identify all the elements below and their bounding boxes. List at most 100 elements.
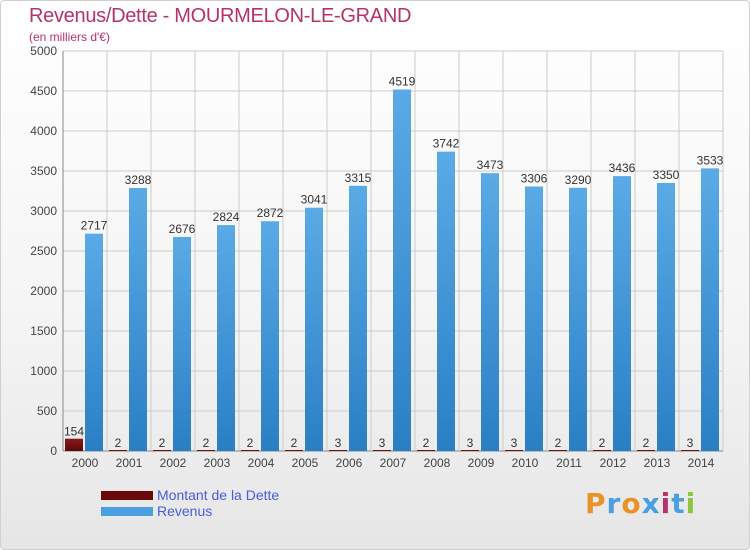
bar-debt	[329, 450, 347, 451]
bar-revenus	[261, 221, 279, 451]
logo-letter: t	[671, 487, 686, 520]
y-tick-label: 1000	[30, 364, 57, 378]
data-labels: 154 2717 2 3288 2 2676 2 2824 2 2872 2 3041 3 3315 3 45…	[64, 74, 724, 450]
logo-letter: i	[660, 487, 672, 520]
x-tick-label: 2011	[556, 456, 582, 470]
y-tick-label: 1500	[30, 324, 57, 338]
bar-revenus	[569, 187, 587, 452]
bar-debt	[153, 450, 171, 451]
bar-revenus	[701, 168, 719, 452]
bar-debt	[109, 450, 127, 451]
data-label-debt: 3	[687, 436, 694, 450]
bar-debt	[461, 450, 479, 451]
data-label-debt: 2	[159, 436, 166, 450]
bar-debt	[593, 450, 611, 451]
y-tick-label: 500	[37, 404, 57, 418]
y-tick-label: 4000	[30, 124, 57, 138]
data-label-revenus: 3290	[565, 173, 592, 187]
bar-debt	[417, 450, 435, 451]
data-label-debt: 3	[335, 436, 342, 450]
legend-label-revenus: Revenus	[157, 503, 213, 519]
proxiti-logo: Proxiti	[585, 487, 696, 520]
bar-debt	[549, 450, 567, 451]
legend-label-debt: Montant de la Dette	[157, 487, 280, 503]
data-label-debt: 3	[467, 436, 474, 450]
y-tick-label: 3000	[30, 204, 57, 218]
x-tick-label: 2014	[688, 456, 715, 470]
data-label-debt: 3	[379, 436, 386, 450]
x-tick-label: 2005	[292, 456, 319, 470]
data-label-revenus: 3350	[653, 168, 680, 182]
x-tick-label: 2000	[72, 456, 99, 470]
bar-revenus	[613, 176, 631, 451]
legend: Montant de la Dette Revenus	[101, 487, 279, 519]
bar-debt	[373, 450, 391, 451]
data-label-revenus: 3436	[609, 161, 636, 175]
data-label-revenus: 2824	[213, 210, 240, 224]
y-tick-label: 2000	[30, 284, 57, 298]
data-label-revenus: 4519	[389, 74, 416, 88]
chart-title: Revenus/Dette - MOURMELON-LE-GRAND	[29, 5, 412, 27]
bar-debt	[285, 450, 303, 451]
x-tick-label: 2003	[204, 456, 231, 470]
legend-item-revenus: Revenus	[101, 503, 279, 519]
data-label-revenus: 2717	[81, 219, 108, 233]
legend-swatch-revenus	[101, 506, 153, 516]
data-label-debt: 2	[247, 436, 254, 450]
x-tick-label: 2012	[600, 456, 627, 470]
bar-debt	[197, 450, 215, 451]
bar-revenus	[481, 173, 499, 451]
data-label-revenus: 3473	[477, 158, 504, 172]
x-tick-label: 2004	[248, 456, 275, 470]
data-label-revenus: 3288	[125, 173, 152, 187]
data-label-debt: 2	[643, 436, 650, 450]
x-tick-label: 2001	[116, 456, 143, 470]
x-tick-label: 2008	[424, 456, 451, 470]
bars	[65, 89, 719, 452]
bar-revenus	[393, 89, 411, 451]
x-tick-label: 2010	[512, 456, 539, 470]
logo-letter: r	[606, 487, 622, 520]
y-tick-label: 2500	[30, 244, 57, 258]
data-label-revenus: 3533	[697, 153, 724, 167]
bar-revenus	[129, 187, 147, 451]
data-label-revenus: 3041	[301, 193, 328, 207]
legend-swatch-debt	[101, 490, 153, 500]
x-tick-label: 2013	[644, 456, 671, 470]
data-label-revenus: 3306	[521, 172, 548, 186]
bar-revenus	[437, 151, 455, 451]
data-label-revenus: 2676	[169, 222, 196, 236]
data-label-debt: 2	[599, 436, 606, 450]
bar-debt	[681, 450, 699, 451]
data-label-debt: 2	[291, 436, 298, 450]
y-tick-label: 4500	[30, 84, 57, 98]
data-label-revenus: 3742	[433, 137, 460, 151]
data-label-debt: 3	[511, 436, 518, 450]
x-tick-label: 2009	[468, 456, 495, 470]
x-tick-label: 2006	[336, 456, 363, 470]
x-tick-label: 2007	[380, 456, 407, 470]
data-label-debt: 2	[203, 436, 210, 450]
logo-letter: i	[685, 487, 697, 520]
bar-revenus	[349, 185, 367, 452]
bar-debt	[241, 450, 259, 451]
data-label-revenus: 3315	[345, 171, 372, 185]
data-label-debt: 2	[423, 436, 430, 450]
bar-debt	[65, 438, 83, 451]
logo-letter: x	[641, 487, 661, 520]
bar-revenus	[525, 186, 543, 451]
x-tick-label: 2002	[160, 456, 187, 470]
logo-letter: o	[621, 487, 642, 520]
axes: 0 500 1000 1500 2000 2500 3000 3500 4000 4500 5000…	[30, 44, 723, 470]
bar-revenus	[657, 183, 675, 451]
y-tick-label: 3500	[30, 164, 57, 178]
data-label-debt: 154	[64, 425, 84, 439]
bar-revenus	[173, 236, 191, 451]
legend-item-debt: Montant de la Dette	[101, 487, 279, 503]
bar-debt	[505, 450, 523, 451]
bar-revenus	[85, 233, 103, 451]
y-tick-label: 5000	[30, 44, 57, 58]
data-label-debt: 2	[115, 436, 122, 450]
